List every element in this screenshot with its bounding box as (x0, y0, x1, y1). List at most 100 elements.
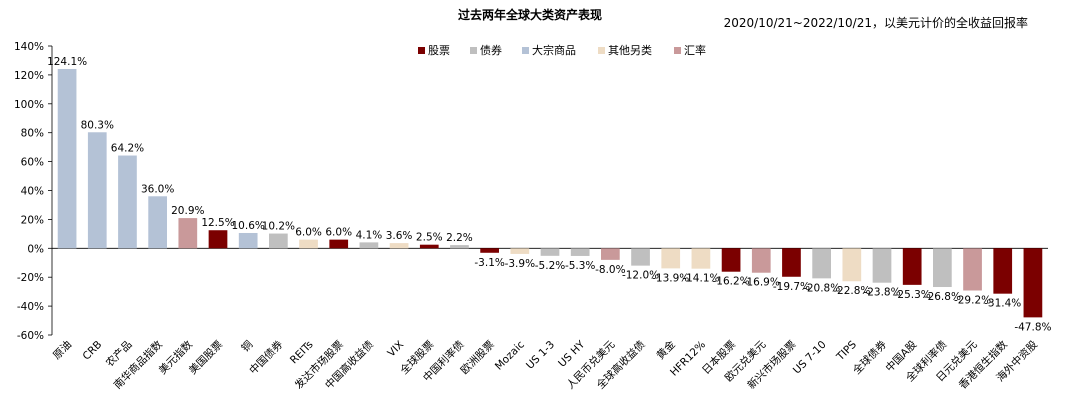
bar (57, 68, 77, 249)
bar (359, 242, 379, 249)
y-tick-label: 120% (14, 70, 44, 82)
category-label: Mozaic (493, 338, 527, 372)
data-label: 2.2% (446, 232, 473, 244)
y-tick-label: 0% (27, 243, 44, 255)
data-label: -19.7% (773, 281, 810, 293)
legend-label: 汇率 (684, 43, 706, 57)
y-tick-label: -40% (17, 301, 44, 313)
data-label: 12.5% (201, 217, 234, 229)
data-label: -5.2% (535, 260, 565, 272)
legend-label: 大宗商品 (532, 43, 576, 57)
data-label: 20.9% (171, 205, 204, 217)
data-label: -16.9% (743, 277, 780, 289)
category-label: 欧洲股票 (459, 339, 497, 377)
legend-swatch (522, 47, 529, 54)
category-label: 美国股票 (186, 338, 225, 377)
data-label: 2.5% (416, 232, 443, 244)
y-tick-label: -20% (17, 272, 44, 284)
category-label: TIPS (834, 338, 859, 363)
bar (963, 248, 982, 291)
category-label: 铜 (239, 339, 255, 355)
data-label: 3.6% (386, 230, 413, 242)
data-label: -23.8% (863, 287, 900, 299)
category-label: VIX (385, 339, 406, 360)
data-label: -12.0% (622, 270, 659, 282)
y-tick-label: 80% (21, 128, 44, 140)
data-label: -3.1% (474, 257, 504, 269)
y-tick-label: 60% (21, 157, 44, 169)
data-label: 36.0% (141, 183, 174, 195)
data-label: -47.8% (1014, 321, 1051, 333)
data-label: -22.8% (833, 285, 870, 297)
data-label: -5.3% (565, 260, 595, 272)
legend-swatch (598, 47, 605, 54)
data-label: -29.2% (954, 294, 991, 306)
bar (329, 239, 349, 249)
data-label: -26.8% (924, 291, 961, 303)
data-label: -14.1% (682, 273, 719, 285)
bar (510, 248, 530, 254)
data-label: -3.9% (505, 258, 535, 270)
bar (389, 243, 409, 249)
chart-title: 过去两年全球大类资产表现 (458, 7, 602, 22)
bar (148, 196, 167, 249)
bar (842, 248, 862, 282)
legend-label: 股票 (428, 44, 450, 57)
y-tick-label: 20% (21, 214, 44, 226)
bar (118, 155, 137, 249)
legend-swatch (470, 47, 477, 54)
bar (238, 232, 258, 249)
bar (933, 248, 952, 288)
data-label: 6.0% (295, 227, 322, 239)
y-tick-label: 40% (21, 186, 44, 198)
legend-label: 债券 (480, 43, 502, 57)
bar (782, 248, 801, 277)
bar (87, 132, 107, 249)
data-label: -13.9% (652, 272, 689, 284)
category-label: 中国债券 (247, 338, 286, 377)
data-label: 10.2% (262, 221, 295, 233)
data-label: -16.2% (713, 276, 750, 288)
data-label: 4.1% (356, 229, 383, 241)
data-label: 6.0% (325, 227, 352, 239)
bar (570, 248, 590, 256)
category-label: 原油 (50, 338, 74, 362)
bar (601, 248, 620, 260)
bar (299, 239, 318, 249)
bar (480, 248, 499, 253)
bar (721, 248, 741, 272)
category-label: US 7-10 (791, 339, 829, 377)
bar (691, 248, 711, 269)
category-label: US 1-3 (524, 339, 557, 372)
bar (178, 218, 198, 249)
data-label: -20.8% (803, 282, 840, 294)
data-label: 80.3% (81, 119, 114, 131)
legend-swatch (674, 47, 681, 54)
bar (208, 230, 228, 249)
category-label: CRB (80, 339, 104, 363)
data-label: -31.4% (984, 298, 1021, 310)
data-labels: 124.1% 80.3% 64.2% 36.0% 20.9%12.5%10.6%10.2… (47, 56, 1051, 333)
bar (993, 248, 1013, 294)
bar (1023, 248, 1043, 318)
bar (419, 244, 439, 249)
bar (540, 248, 560, 256)
category-label: 黄金 (654, 338, 678, 362)
y-tick-label: -60% (17, 330, 44, 342)
y-tick-label: 100% (14, 99, 44, 111)
data-label: 124.1% (47, 56, 87, 68)
bar (450, 245, 469, 249)
bar (872, 248, 892, 283)
chart-subtitle: 2020/10/21~2022/10/21，以美元计价的全收益回报率 (724, 15, 1028, 30)
data-label: 64.2% (111, 143, 144, 155)
y-tick-label: 140% (14, 41, 44, 53)
bar (812, 248, 831, 279)
bar (631, 248, 650, 266)
legend-swatch (418, 47, 425, 54)
data-label: 10.6% (232, 220, 265, 232)
bar (661, 248, 681, 269)
bar (269, 233, 288, 249)
data-label: -8.0% (595, 264, 625, 276)
bars (57, 68, 1043, 318)
